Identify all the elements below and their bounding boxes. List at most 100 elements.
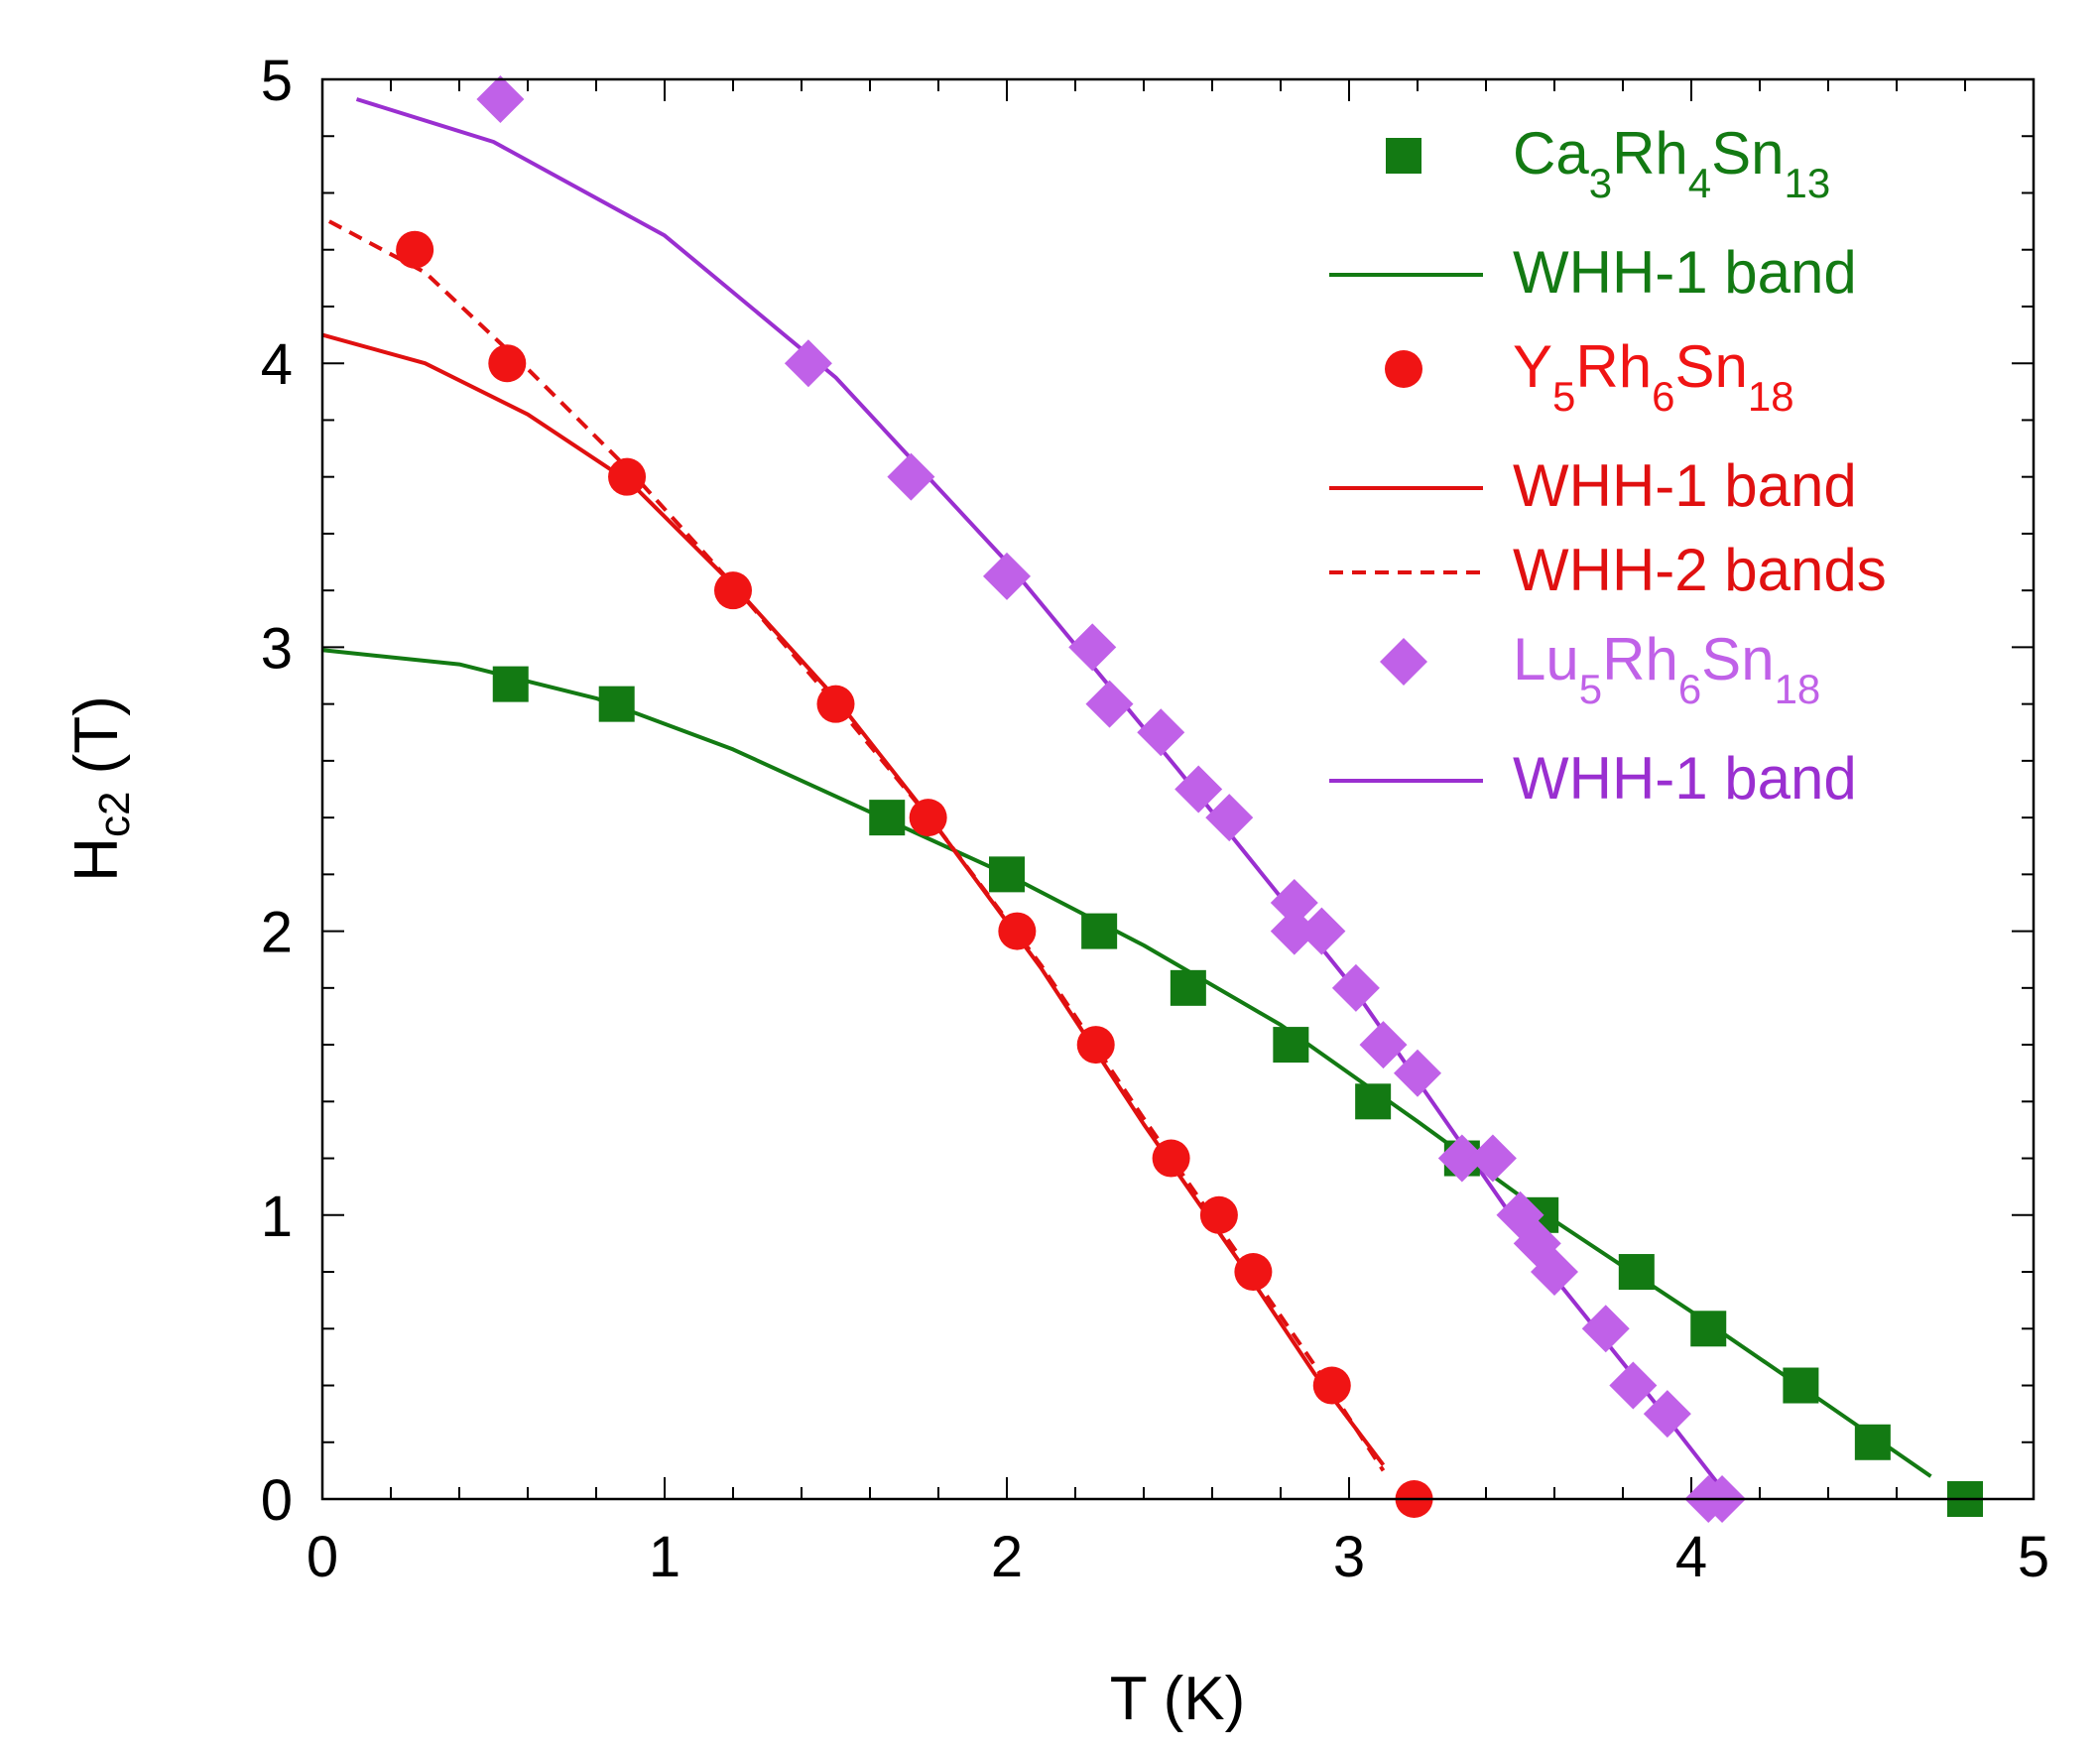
circle-data-point (1152, 1139, 1190, 1178)
legend-label: Y5Rh6Sn18 (1513, 333, 1794, 420)
square-data-point (1690, 1311, 1727, 1347)
legend-label-text: Rh (1575, 333, 1652, 400)
y-tick-label: 4 (261, 332, 293, 397)
plot-frame (320, 77, 2036, 1501)
square-data-point (989, 856, 1025, 893)
diamond-data-point (1205, 794, 1254, 842)
legend-label-subscript: 5 (1552, 373, 1575, 420)
legend-label: WHH-1 band (1513, 239, 1857, 306)
legend-label: WHH-1 band (1513, 745, 1857, 812)
y-axis-title-unit: (T) (62, 695, 131, 791)
square-data-point (1355, 1083, 1392, 1120)
legend-label-text: Rh (1612, 120, 1688, 187)
legend-label-text: Y (1513, 333, 1552, 400)
x-tick-label: 0 (307, 1525, 338, 1589)
y-tick-label: 2 (261, 901, 293, 965)
legend-label-text: Lu (1513, 626, 1579, 692)
y-axis-title-main: H (62, 837, 131, 882)
legend-label-subscript: 3 (1589, 160, 1612, 206)
circle-data-point (396, 230, 434, 269)
diamond-data-point (1531, 1248, 1578, 1297)
legend-label-subscript: 5 (1579, 666, 1602, 712)
legend-label: WHH-1 band (1513, 452, 1857, 519)
legend-label-subscript: 13 (1785, 160, 1831, 206)
diamond-data-point (1609, 1361, 1658, 1410)
diamond-data-point (784, 339, 832, 388)
legend-label-subscript: 18 (1748, 373, 1794, 420)
diamond-data-point (1174, 765, 1223, 814)
square-data-point (1170, 969, 1206, 1006)
diamond-data-point (476, 75, 525, 124)
diamond-data-point (1085, 680, 1134, 728)
x-tick-label: 5 (2018, 1525, 2049, 1589)
axis-ticks (321, 78, 2035, 1500)
square-data-point (492, 666, 529, 702)
circle-data-point (909, 799, 947, 837)
circle-data-point (488, 344, 527, 383)
square-data-point (1783, 1367, 1819, 1404)
y-tick-label: 0 (261, 1468, 293, 1533)
svg-text:Hc2 (T): Hc2 (T) (62, 695, 139, 882)
legend-label-text: Ca (1513, 120, 1589, 187)
diamond-data-point (983, 552, 1031, 600)
square-data-point (1854, 1424, 1891, 1460)
legend-marker-circle (1385, 350, 1422, 388)
diamond-data-point (1437, 1134, 1486, 1183)
legend-label-text: WHH-1 band (1513, 452, 1857, 519)
circle-data-point (1312, 1366, 1351, 1405)
circle-data-point (608, 457, 647, 496)
legend-label: WHH-2 bands (1513, 537, 1887, 603)
legend-label-text: WHH-2 bands (1513, 537, 1887, 603)
diamond-data-point (1068, 623, 1117, 672)
legend-marker-diamond (1380, 638, 1427, 686)
diamond-data-point (1297, 907, 1346, 955)
y-tick-label: 5 (261, 49, 293, 113)
legend-label-subscript: 6 (1678, 666, 1701, 712)
diamond-data-point (1643, 1390, 1691, 1439)
square-data-point (598, 686, 635, 722)
circle-data-point (1076, 1026, 1115, 1065)
square-data-point (1618, 1254, 1655, 1291)
x-tick-label: 3 (1333, 1525, 1365, 1589)
diamond-data-point (1581, 1305, 1630, 1353)
legend-label-text: Sn (1701, 626, 1774, 692)
diamond-data-point (1270, 907, 1318, 955)
circle-data-point (714, 571, 752, 610)
x-axis-title: T (K) (1110, 1665, 1246, 1733)
fit-curve (355, 97, 1728, 1495)
diamond-data-point (1331, 963, 1380, 1012)
square-data-point (869, 800, 906, 836)
legend-label-text: Sn (1674, 333, 1747, 400)
tick-labels: 0 1 2 3 4 5 0 1 2 3 4 5 (261, 49, 2049, 1589)
legend-label: Ca3Rh4Sn13 (1513, 120, 1830, 206)
circle-data-point (816, 685, 855, 723)
diamond-data-point (1359, 1021, 1408, 1069)
legend-label-subscript: 18 (1775, 666, 1821, 712)
diamond-data-point (1468, 1134, 1517, 1183)
legend-marker-square (1386, 138, 1421, 174)
y-tick-label: 3 (261, 616, 293, 681)
legend-label: Lu5Rh6Sn18 (1513, 626, 1820, 712)
diamond-data-point (1137, 708, 1185, 757)
legend-label-text: WHH-1 band (1513, 239, 1857, 306)
legend-label-text: WHH-1 band (1513, 745, 1857, 812)
diamond-data-point (1394, 1049, 1441, 1097)
y-tick-label: 1 (261, 1185, 293, 1249)
legend-label-text: Rh (1602, 626, 1678, 692)
square-data-point (1081, 913, 1118, 949)
y-axis-title-sub: c2 (90, 792, 139, 837)
x-tick-label: 2 (991, 1525, 1023, 1589)
circle-data-point (1234, 1253, 1273, 1292)
y-axis-title: Hc2 (T) (62, 695, 139, 882)
data-markers (396, 75, 1983, 1523)
diamond-data-point (887, 452, 935, 501)
legend-label-text: Sn (1711, 120, 1784, 187)
legend-label-subscript: 6 (1652, 373, 1674, 420)
diamond-data-point (1270, 878, 1318, 927)
x-tick-label: 4 (1675, 1525, 1707, 1589)
square-data-point (1273, 1027, 1309, 1064)
circle-data-point (998, 912, 1037, 950)
